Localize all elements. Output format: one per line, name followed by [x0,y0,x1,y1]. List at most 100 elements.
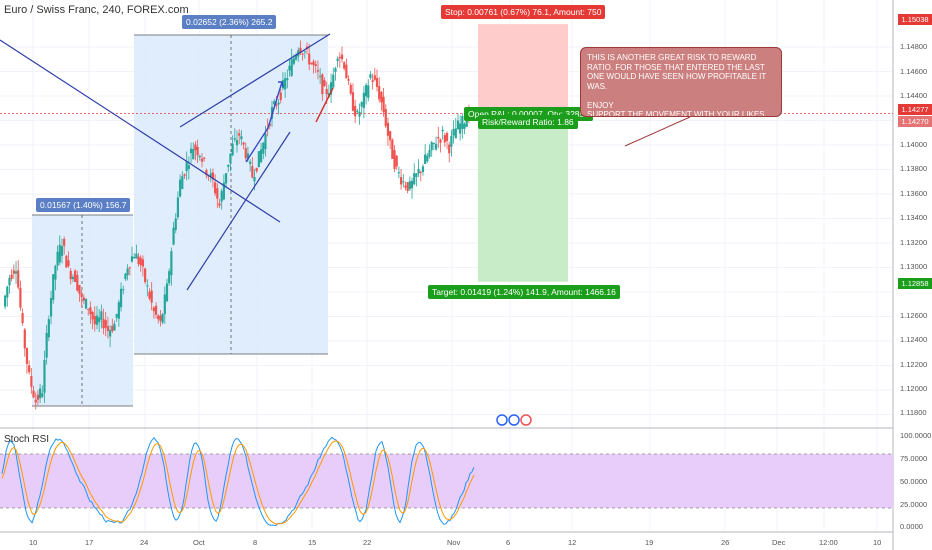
candle-body [452,128,455,136]
candle-body [36,394,40,400]
candle-body [406,182,409,191]
candle-body [104,320,107,328]
price-tick: 1.14800 [900,42,928,51]
price-tag-current: 1.14277 [898,104,932,115]
candle-body [347,79,350,81]
candle-body [159,315,162,321]
candle-body [334,68,337,72]
candle-body [308,53,311,65]
candle-body [356,110,359,112]
candle-body [284,78,287,90]
candle-body [279,92,282,101]
price-tick: 1.14000 [900,140,928,149]
candle-body [338,56,341,59]
candle-body [463,123,466,129]
candle-body [179,179,182,197]
candle-body [443,135,446,143]
candle-body [69,270,72,280]
candle-body [200,158,204,162]
candle-body [135,253,138,259]
candle-body [65,255,68,268]
candle-body [238,133,241,136]
candle-body [268,123,271,126]
candle-body [439,139,442,143]
time-tick: 15 [308,538,317,547]
candle-body [23,329,26,349]
candle-body [345,64,348,79]
candle-body [251,166,254,178]
candle-body [203,157,206,159]
candle-body [240,136,243,140]
candle-body [413,173,416,185]
price-tick: 1.12600 [900,311,928,320]
note-callout[interactable]: THIS IS ANOTHER GREAT RISK TO REWARD RAT… [580,47,782,117]
candle-body [17,270,20,288]
candle-body [222,182,225,200]
projection-arrow [245,81,283,163]
event-icon [508,414,520,426]
symbol-title[interactable]: Euro / Swiss Franc, 240, FOREX.com [4,4,189,16]
measure-label-1: 0.01567 (1.40%) 156.7 [36,198,131,212]
candle-body [189,148,193,154]
candle-body [133,257,136,259]
candle-body [231,143,234,156]
price-tick: 1.13000 [900,262,928,271]
time-tick: 24 [140,538,149,547]
candle-body [246,153,250,160]
candle-body [196,146,199,156]
stoch-rsi-label[interactable]: Stoch RSI [4,434,50,445]
time-tick: 6 [506,538,511,547]
time-tick: 12:00 [819,538,838,547]
candle-body [321,74,324,95]
candle-body [161,314,164,323]
candle-body [38,388,42,399]
price-tick: 1.12000 [900,384,928,393]
candle-body [292,58,295,64]
candle-body [461,116,464,130]
candle-body [76,275,79,291]
candle-body [28,365,31,373]
candle-body [32,390,35,398]
candle-body [172,227,175,245]
candle-body [214,182,217,194]
candle-body [421,166,425,173]
measure-box-1 [32,215,133,406]
candle-body [130,256,134,262]
target-zone [478,114,568,282]
candle-body [227,164,230,167]
event-icon [496,414,508,426]
stoch-tick: 0.0000 [900,522,923,531]
candle-body [259,149,263,163]
candle-body [395,155,398,167]
candle-body [371,80,374,83]
stoch-k-line [1,436,475,527]
candle-body [205,170,208,176]
candle-body [218,203,221,206]
candle-body [432,142,436,144]
candle-body [192,149,195,160]
candle-body [340,54,344,60]
candle-body [445,133,449,141]
candle-body [378,86,381,100]
stoch-d-line [1,440,475,525]
candle-body [209,173,212,177]
candle-body [367,85,370,98]
candle-body [19,287,22,308]
stoch-tick: 75.0000 [900,454,928,463]
candle-body [211,172,215,180]
candle-body [45,332,48,358]
measure-label-2: 0.02652 (2.36%) 265.2 [182,15,277,29]
candle-body [148,291,151,299]
candle-body [253,177,256,182]
candle-body [325,88,328,95]
candle-body [63,238,66,246]
candle-body [87,308,90,310]
candle-body [150,290,153,303]
candle-body [43,359,46,393]
candle-body [152,307,155,312]
stoch-band [0,454,893,508]
candle-body [216,188,219,199]
candle-body [380,92,383,103]
candle-body [49,298,53,317]
